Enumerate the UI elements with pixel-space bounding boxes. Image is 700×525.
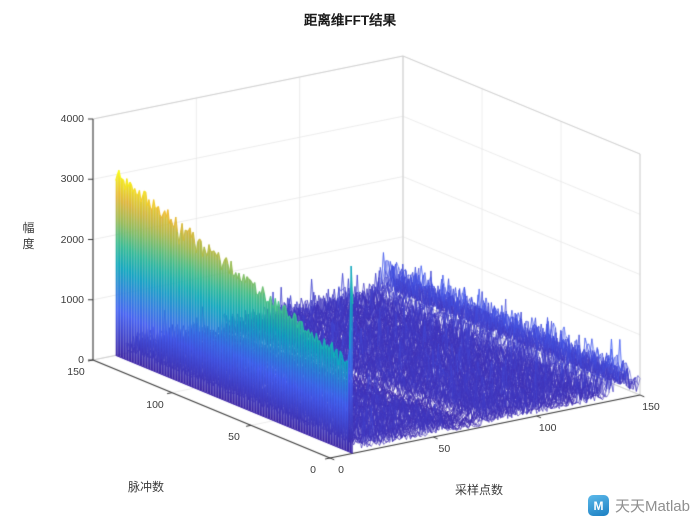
x-axis-label: 采样点数 — [455, 483, 504, 497]
y-tick-label: 150 — [67, 366, 85, 378]
y-tick-label: 50 — [228, 431, 240, 444]
y-axis-label: 脉冲数 — [128, 480, 165, 494]
matlab-badge-icon: M — [587, 495, 609, 516]
z-axis-label: 幅度 — [22, 221, 35, 251]
y-tick-label: 0 — [310, 464, 316, 476]
z-tick-label: 3000 — [60, 173, 84, 186]
x-tick-label: 150 — [642, 401, 660, 413]
x-tick-label: 0 — [338, 464, 344, 476]
z-tick-label: 2000 — [60, 233, 84, 246]
x-tick-label: 50 — [438, 443, 451, 455]
z-tick-label: 4000 — [60, 113, 84, 125]
plot-title: 距离维FFT结果 — [303, 13, 397, 28]
y-tick-label: 100 — [146, 398, 164, 411]
x-tick-label: 100 — [538, 422, 557, 434]
z-tick-label: 1000 — [60, 293, 84, 306]
watermark-text: 天天Matlab — [614, 498, 690, 515]
watermark: M 天天Matlab — [587, 495, 690, 516]
z-tick-label: 0 — [78, 354, 84, 366]
